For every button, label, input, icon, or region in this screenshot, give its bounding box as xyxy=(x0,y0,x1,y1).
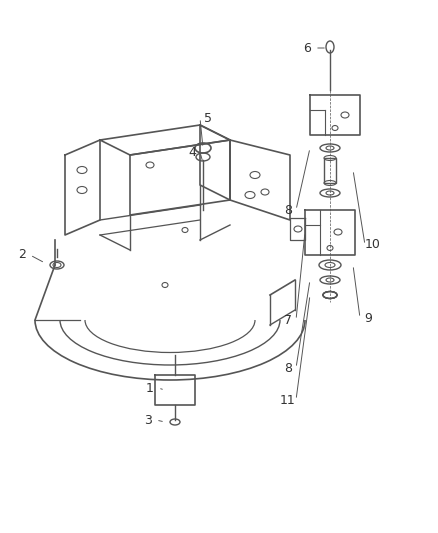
Bar xyxy=(324,158,336,183)
Text: 6: 6 xyxy=(303,42,311,54)
Text: 9: 9 xyxy=(364,311,372,325)
Text: 8: 8 xyxy=(284,361,292,375)
Text: 1: 1 xyxy=(146,382,154,394)
Text: 11: 11 xyxy=(280,393,296,407)
Text: 3: 3 xyxy=(144,414,152,426)
Text: 2: 2 xyxy=(18,248,26,262)
Text: 8: 8 xyxy=(284,204,292,216)
Text: 7: 7 xyxy=(284,313,292,327)
Text: 4: 4 xyxy=(188,146,196,158)
Text: 5: 5 xyxy=(204,111,212,125)
Text: 10: 10 xyxy=(365,238,381,252)
